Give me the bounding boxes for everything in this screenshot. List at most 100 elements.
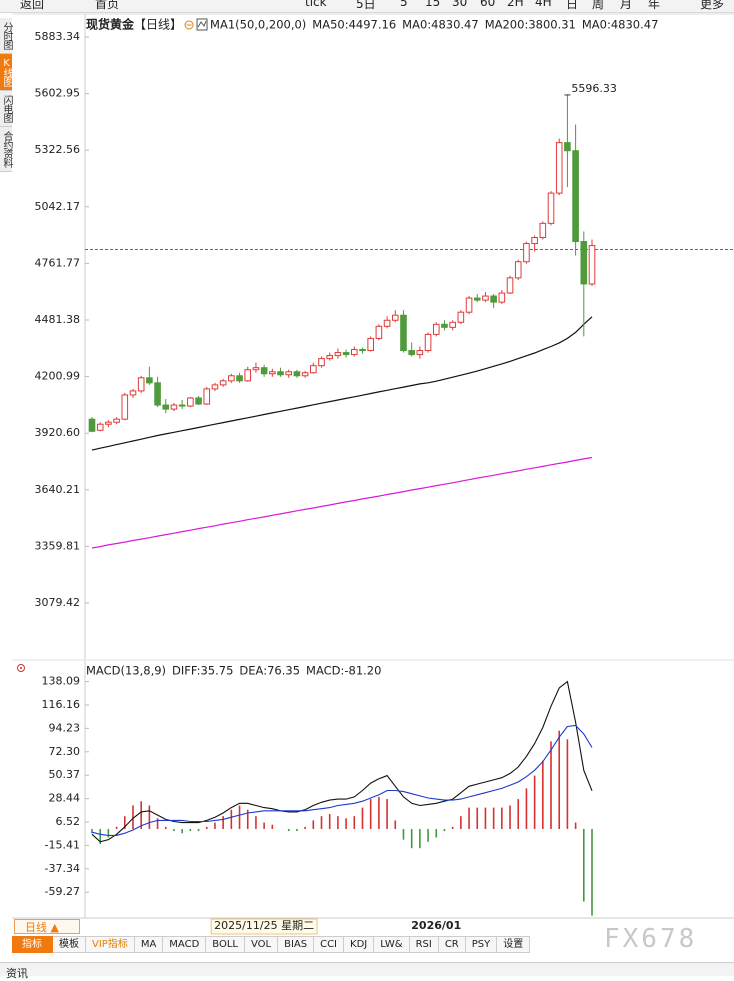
settings-icon-dot — [20, 667, 22, 669]
x-label-box — [210, 918, 318, 935]
candle-body — [121, 394, 129, 420]
indicator-tab[interactable]: KDJ — [344, 936, 375, 953]
candle-body — [146, 377, 153, 384]
candle-body — [367, 337, 374, 352]
indicator-tab[interactable]: CR — [438, 936, 466, 953]
y-tick-label: 116.16 — [42, 698, 81, 711]
candle-body — [293, 371, 301, 377]
candle-body — [457, 311, 465, 323]
toolbar-button[interactable]: 返回 — [20, 0, 45, 11]
y-tick-label: 5322.56 — [35, 143, 81, 156]
ma-line — [91, 316, 593, 451]
y-tick-label: 4481.38 — [35, 313, 81, 326]
candle-body — [285, 371, 293, 376]
indicator-tab[interactable]: 指标 — [12, 936, 53, 953]
indicator-tab[interactable]: RSI — [409, 936, 439, 953]
toolbar-button[interactable]: 年 — [648, 0, 661, 11]
candle-body — [154, 382, 161, 406]
sidebar-tab[interactable]: 分时图 — [0, 18, 12, 54]
y-tick-label: 3359.81 — [35, 539, 81, 552]
legend-entry: MA1(50,0,200,0) — [210, 18, 306, 32]
x-tick-label: 2026/01 — [411, 919, 461, 932]
y-tick-label: 138.09 — [42, 675, 81, 688]
toolbar-button[interactable]: 更多 — [700, 0, 725, 11]
indicator-icon — [196, 18, 208, 31]
toolbar-button[interactable]: 4H — [535, 0, 552, 9]
candle-body — [539, 222, 547, 239]
legend-entry: MACD:-81.20 — [306, 664, 381, 678]
legend-entry: DIFF:35.75 — [172, 664, 233, 678]
indicator-tab[interactable]: BOLL — [206, 936, 245, 953]
settings-icon[interactable] — [17, 664, 25, 672]
candle-body — [195, 397, 202, 405]
y-tick-label: 4761.77 — [35, 256, 81, 269]
candle-body — [113, 418, 120, 423]
candle-body — [555, 142, 563, 194]
candle-body — [260, 367, 268, 375]
legend-entry: MA0:4830.47 — [582, 18, 659, 32]
candle-body — [219, 380, 227, 386]
candle-body — [137, 377, 145, 392]
toolbar-button[interactable]: 60 — [480, 0, 496, 9]
y-tick-label: -37.34 — [45, 862, 80, 875]
toolbar-button[interactable]: tick — [305, 0, 327, 9]
candle-body — [547, 192, 555, 224]
indicator-tab[interactable]: PSY — [465, 936, 498, 953]
toolbar: 返回 首页 tick 5日 5 15 30 60 2H 4H 日 周 月 年 更多 — [0, 0, 734, 13]
y-tick-label: 50.37 — [49, 768, 81, 781]
legend-entry: MA200:3800.31 — [485, 18, 576, 32]
indicator-tab[interactable]: VIP指标 — [86, 936, 135, 953]
candle-body — [162, 404, 170, 410]
sidebar-tab[interactable]: 合约资料 — [0, 127, 12, 172]
candle-body — [408, 350, 415, 356]
y-tick-label: 3920.60 — [35, 426, 81, 439]
toolbar-button[interactable]: 15 — [425, 0, 441, 9]
sidebar-tab[interactable]: K线图 — [0, 54, 12, 91]
sidebar-tab[interactable]: 闪电图 — [0, 91, 12, 127]
candle-body — [449, 321, 456, 328]
toolbar-button[interactable]: 2H — [507, 0, 524, 9]
sidebar: 分时图 K线图 闪电图 合约资料 — [0, 18, 12, 172]
candle-body — [383, 319, 391, 327]
y-tick-label: 5602.95 — [35, 87, 81, 100]
period-button[interactable]: 日线 ▲ — [14, 919, 80, 934]
y-tick-label: 5883.34 — [35, 30, 81, 43]
toolbar-button[interactable]: 5 — [400, 0, 408, 9]
candle-body — [506, 277, 514, 294]
legend-entry: MA50:4497.16 — [312, 18, 396, 32]
indicator-tab[interactable]: VOL — [244, 936, 279, 953]
y-tick-label: 72.30 — [49, 745, 81, 758]
candle-body — [96, 423, 104, 431]
indicator-tab[interactable]: CCI — [314, 936, 345, 953]
y-tick-label: 5042.17 — [35, 200, 81, 213]
x-tick-label: 2025/11/25 星期二 — [214, 919, 314, 932]
toolbar-button[interactable]: 30 — [452, 0, 468, 9]
candle-body — [514, 261, 522, 279]
candle-body — [441, 323, 448, 328]
diff-line — [91, 680, 593, 843]
candle-body — [473, 297, 481, 301]
toolbar-button[interactable]: 日 — [566, 0, 579, 11]
candle-body — [416, 350, 424, 356]
indicator-tab[interactable]: 设置 — [497, 936, 531, 953]
y-tick-label: 4200.99 — [35, 370, 81, 383]
toolbar-button[interactable]: 周 — [592, 0, 605, 11]
toolbar-button[interactable]: 首页 — [95, 0, 120, 11]
indicator-tab[interactable]: LW& — [374, 936, 410, 953]
indicator-tab[interactable]: BIAS — [278, 936, 315, 953]
toolbar-button[interactable]: 5日 — [356, 0, 376, 11]
candle-body — [350, 349, 358, 356]
y-tick-label: 94.23 — [49, 721, 81, 734]
candle-body — [572, 150, 579, 243]
candle-body — [88, 418, 96, 432]
candle-body — [252, 367, 260, 371]
candle-body — [465, 297, 473, 313]
candle-body — [498, 292, 506, 303]
candle-body — [482, 295, 489, 301]
candle-body — [211, 384, 219, 390]
indicator-tab[interactable]: MACD — [163, 936, 207, 953]
toolbar-button[interactable]: 月 — [620, 0, 633, 11]
indicator-tab[interactable]: MA — [134, 936, 164, 953]
indicator-tab[interactable]: 模板 — [53, 936, 86, 953]
footer-tab[interactable]: 资讯 — [6, 967, 28, 980]
